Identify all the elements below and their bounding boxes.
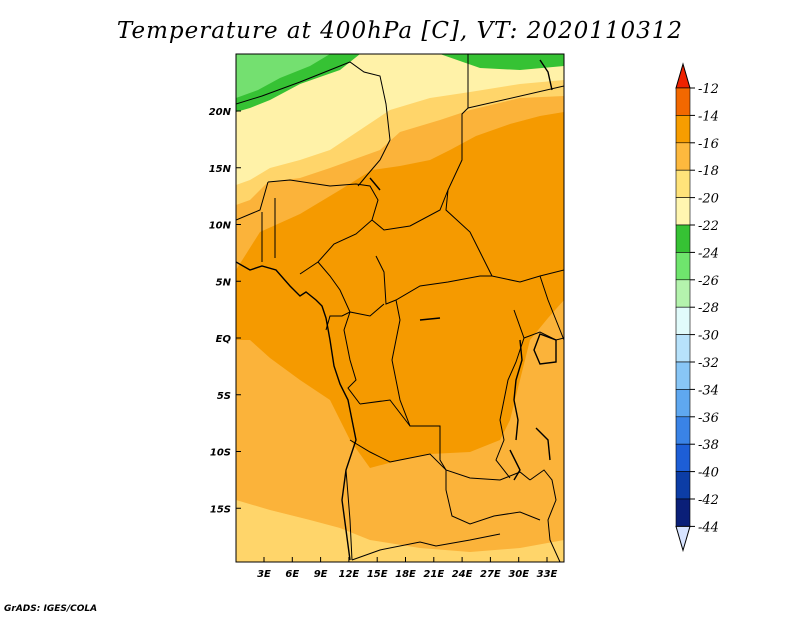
lon-label: 15E xyxy=(367,569,388,580)
field-region-t24-ne xyxy=(440,54,564,70)
lon-label: 27E xyxy=(480,569,501,580)
lat-label: 15S xyxy=(210,504,231,515)
colorbar-swatch xyxy=(675,87,691,116)
colorbar-label: -42 xyxy=(698,493,719,508)
colorbar-swatch xyxy=(675,471,691,500)
lon-label: 12E xyxy=(339,569,360,580)
colorbar-swatch xyxy=(675,306,691,335)
colorbar-top-triangle xyxy=(675,62,691,89)
colorbar-swatch xyxy=(675,334,691,363)
lat-label: 20N xyxy=(209,107,232,118)
colorbar-label: -20 xyxy=(698,192,719,207)
lon-label: 18E xyxy=(395,569,416,580)
map-frame xyxy=(235,53,565,563)
colorbar-swatch xyxy=(675,443,691,472)
warm-spot xyxy=(441,403,447,409)
lat-label: 10N xyxy=(209,221,232,232)
colorbar-label: -40 xyxy=(698,466,719,481)
colorbar-swatch xyxy=(675,224,691,253)
colorbar-label: -26 xyxy=(698,274,719,289)
colorbar-label: -16 xyxy=(698,137,719,152)
lon-label: 3E xyxy=(257,569,271,580)
lat-label: 15N xyxy=(209,164,232,175)
lon-label: 9E xyxy=(314,569,328,580)
colorbar-label: -22 xyxy=(698,219,719,234)
colorbar-label: -32 xyxy=(698,356,719,371)
colorbar-label: -36 xyxy=(698,411,719,426)
colorbar-label: -30 xyxy=(698,329,719,344)
field-region-t26 xyxy=(236,54,330,98)
map-title: Temperature at 400hPa [C], VT: 202011031… xyxy=(116,18,684,44)
longitude-axis: 3E 6E 9E 12E 15E 18E 21E 24E 27E 30E 33E xyxy=(257,557,558,580)
lat-label: 10S xyxy=(210,448,231,459)
country-borders xyxy=(236,54,564,562)
map-panel xyxy=(235,53,565,563)
colorbar-swatch xyxy=(675,197,691,226)
lon-label: 30E xyxy=(508,569,529,580)
colorbar: -12 -14 -16 -18 -20 -22 -24 -26 -28 -30 -32 -34 -36 -… xyxy=(675,62,719,553)
colorbar-swatch xyxy=(675,416,691,445)
grads-credit: GrADS: IGES/COLA xyxy=(4,604,98,614)
colorbar-swatch xyxy=(675,115,691,144)
field-region-t14 xyxy=(236,112,564,468)
colorbar-label: -28 xyxy=(698,301,719,316)
lat-label: EQ xyxy=(216,334,232,345)
colorbar-swatch xyxy=(675,169,691,198)
latitude-axis: 20N 15N 10N 5N EQ 5S 10S 15S xyxy=(209,107,241,515)
lon-label: 33E xyxy=(537,569,558,580)
colorbar-swatch xyxy=(675,389,691,418)
colorbar-label: -38 xyxy=(698,438,719,453)
colorbar-label: -44 xyxy=(698,520,719,535)
colorbar-label: -18 xyxy=(698,164,719,179)
coastlines-lakes xyxy=(236,59,557,561)
colorbar-swatch xyxy=(675,279,691,308)
colorbar-swatch xyxy=(675,498,691,527)
colorbar-bottom-triangle xyxy=(675,525,691,553)
field-region-t18-south xyxy=(236,500,564,562)
colorbar-swatch xyxy=(675,142,691,171)
colorbar-swatch xyxy=(675,361,691,390)
colorbar-swatch xyxy=(675,252,691,281)
field-region-t20-north xyxy=(236,54,564,185)
lon-label: 24E xyxy=(452,569,473,580)
colorbar-label: -12 xyxy=(698,82,719,97)
colorbar-label: -24 xyxy=(698,246,719,261)
lon-label: 6E xyxy=(285,569,299,580)
colorbar-label: -34 xyxy=(698,383,719,398)
lat-label: 5N xyxy=(216,277,232,288)
lon-label: 21E xyxy=(423,569,444,580)
colorbar-label: -14 xyxy=(698,109,719,124)
lat-label: 5S xyxy=(217,391,231,402)
